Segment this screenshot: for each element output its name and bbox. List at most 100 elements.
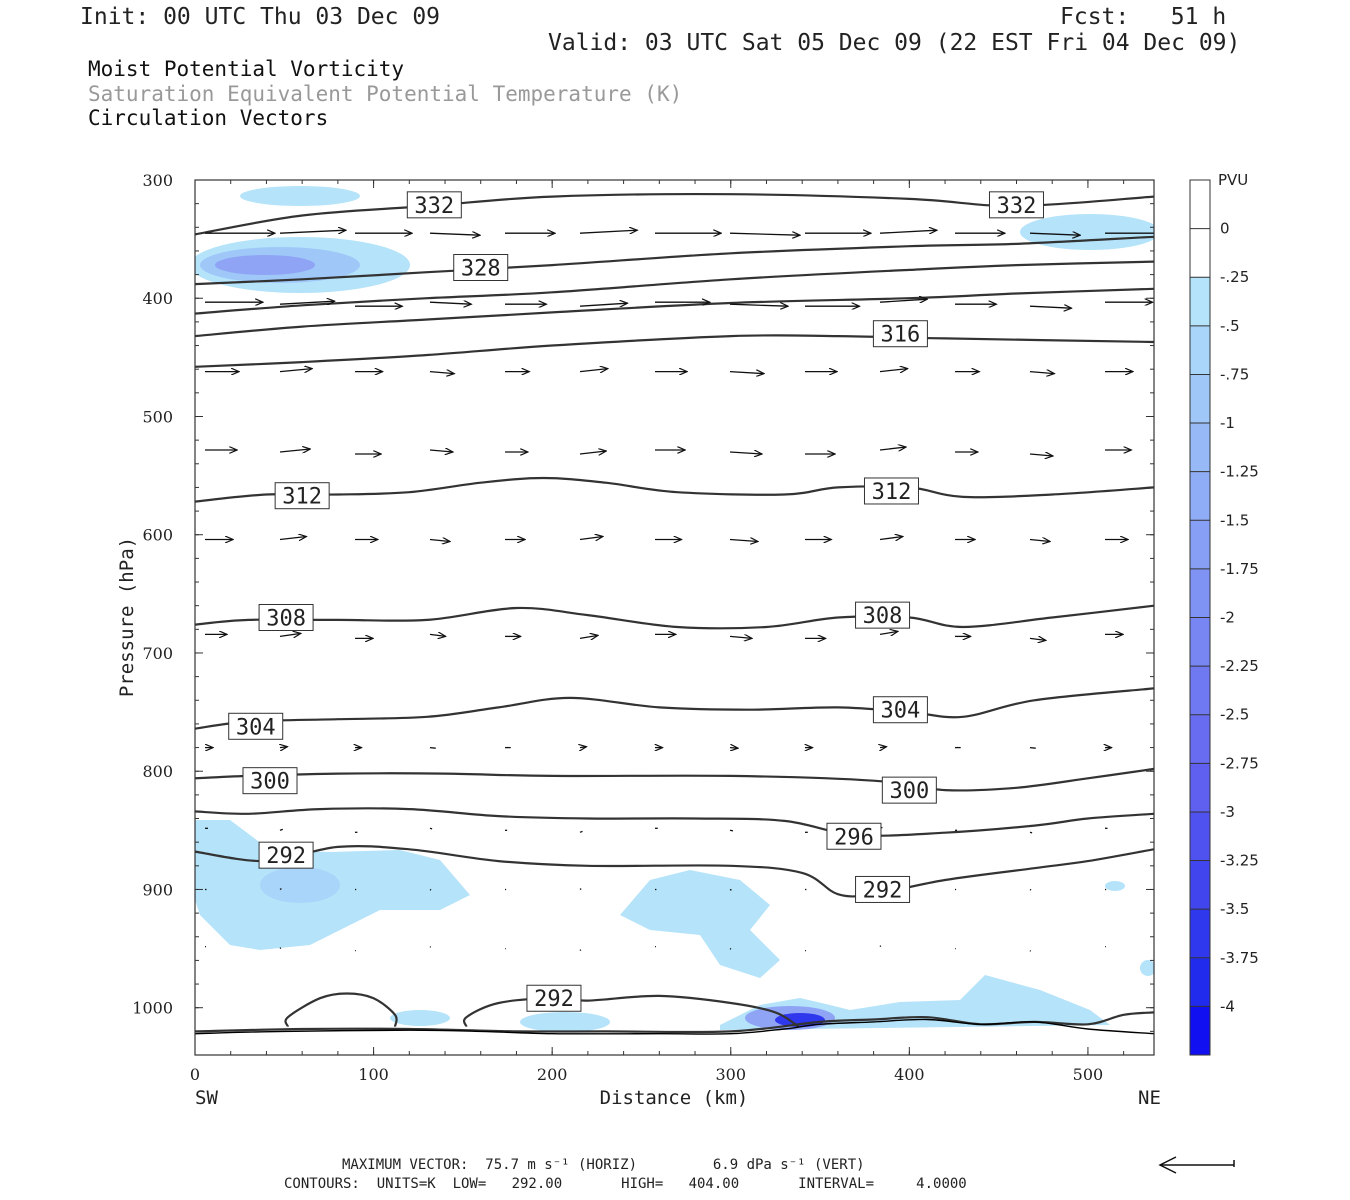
y-tick-label: 700 — [142, 644, 173, 663]
vector-arrow — [1029, 888, 1032, 891]
title-theta-es: Saturation Equivalent Potential Temperat… — [88, 82, 683, 106]
title-mpv: Moist Potential Vorticity — [88, 57, 405, 81]
vector-arrow — [1029, 233, 1080, 235]
vector-arrow — [580, 747, 587, 748]
colorbar-swatch — [1190, 666, 1210, 716]
vector-arrow — [1029, 831, 1033, 834]
vector-arrow — [729, 540, 758, 542]
vector-arrow — [280, 747, 288, 748]
contour-label: 300 — [242, 767, 298, 795]
colorbar-swatch — [1190, 957, 1210, 1007]
vector-arrow — [1029, 454, 1053, 456]
svg-text:316: 316 — [881, 323, 921, 348]
x-tick-label: 100 — [358, 1065, 389, 1084]
contour-label: 308 — [855, 601, 911, 629]
title-vectors: Circulation Vectors — [88, 106, 329, 130]
y-axis-label: Pressure (hPa) — [116, 537, 138, 697]
vector-arrow — [879, 537, 903, 540]
vector-arrow — [1029, 306, 1072, 308]
contour-304 — [195, 687, 1154, 730]
contour-label: 304 — [228, 712, 284, 740]
vector-arrow — [1029, 638, 1046, 640]
vector-arrow — [1029, 950, 1032, 952]
vector-arrow — [729, 888, 732, 891]
vector-arrow — [579, 451, 606, 454]
plot-frame — [194, 179, 1155, 1056]
x-axis: 0 100 200 300 400 500 — [190, 180, 1125, 1084]
contour-label: 312 — [274, 482, 330, 510]
vector-arrow — [429, 634, 446, 636]
svg-text:292: 292 — [534, 987, 574, 1012]
x-tick-label: 0 — [190, 1065, 200, 1084]
vector-arrow — [1029, 372, 1054, 374]
vector-arrow — [429, 746, 436, 749]
contour-292 — [284, 992, 398, 1027]
colorbar-label: -.5 — [1220, 317, 1240, 335]
vector-arrow — [729, 233, 800, 235]
vector-arrow — [879, 447, 906, 450]
svg-text:308: 308 — [863, 604, 903, 629]
mpv-shading — [195, 186, 1154, 1032]
y-tick-label: 600 — [142, 526, 173, 545]
colorbar-label: -2.5 — [1220, 706, 1249, 724]
vector-arrow — [429, 888, 432, 891]
contour-label: 292 — [526, 984, 582, 1012]
reference-vector — [1158, 1156, 1235, 1174]
init-time: Init: 00 UTC Thu 03 Dec 09 — [80, 4, 441, 30]
colorbar-swatch — [1190, 568, 1210, 618]
colorbar-label: -2 — [1220, 609, 1235, 627]
contour-328 — [195, 235, 1154, 286]
svg-text:312: 312 — [282, 485, 322, 510]
contour-316 — [195, 334, 1154, 368]
x-tick-label: 200 — [537, 1065, 568, 1084]
colorbar-swatch — [1190, 423, 1210, 473]
vector-arrow — [579, 949, 582, 952]
contour-label: 308 — [258, 604, 314, 632]
colorbar-swatch — [1190, 811, 1210, 862]
contour-label: 332 — [988, 191, 1044, 219]
colorbar-label: -.75 — [1220, 365, 1249, 383]
svg-text:304: 304 — [881, 699, 921, 724]
vector-arrow — [879, 631, 898, 634]
max-vector-footer: MAXIMUM VECTOR: 75.7 m s⁻¹ (HORIZ) 6.9 d… — [342, 1157, 865, 1173]
colorbar-label: -4 — [1220, 997, 1235, 1015]
vector-arrow — [729, 452, 762, 454]
vector-arrow — [579, 303, 628, 306]
vector-arrow — [279, 947, 282, 950]
x-tick-label: 400 — [894, 1065, 925, 1084]
colorbar-swatch — [1190, 909, 1210, 959]
colorbar-label: -3.5 — [1220, 900, 1249, 918]
colorbar-label: -1 — [1220, 414, 1235, 432]
vector-arrow — [880, 747, 887, 748]
colorbar-label: -2.75 — [1220, 754, 1259, 772]
vector-arrow — [429, 827, 433, 830]
vector-arrow — [429, 450, 453, 452]
forecast-hour: Fcst: 51 h — [1060, 4, 1227, 30]
vector-arrow — [279, 633, 301, 636]
contour-292 — [462, 994, 800, 1028]
svg-text:300: 300 — [889, 779, 929, 804]
vector-arrow — [1029, 540, 1050, 542]
colorbar-label: -1.5 — [1220, 511, 1249, 529]
colorbar-label: -.25 — [1220, 268, 1249, 286]
x-right-end-label: NE — [1138, 1087, 1161, 1109]
vector-arrow — [279, 230, 346, 233]
vector-arrow — [579, 230, 637, 233]
vector-arrow — [579, 888, 582, 891]
contour-label: 304 — [872, 696, 928, 724]
svg-text:328: 328 — [461, 257, 501, 282]
vector-arrow — [429, 946, 432, 948]
vector-arrow — [279, 888, 282, 891]
colorbar-label: -3.25 — [1220, 852, 1259, 870]
svg-text:312: 312 — [872, 480, 912, 505]
svg-text:332: 332 — [997, 194, 1037, 219]
vector-arrow — [729, 304, 788, 306]
vector-arrow — [579, 830, 583, 833]
contours-footer: CONTOURS: UNITS=K LOW= 292.00 HIGH= 404.… — [284, 1176, 967, 1192]
vector-arrow — [579, 537, 603, 540]
contour-300 — [195, 767, 1154, 792]
vector-arrow — [879, 299, 927, 302]
x-left-end-label: SW — [195, 1087, 218, 1109]
y-tick-label: 1000 — [132, 999, 173, 1018]
